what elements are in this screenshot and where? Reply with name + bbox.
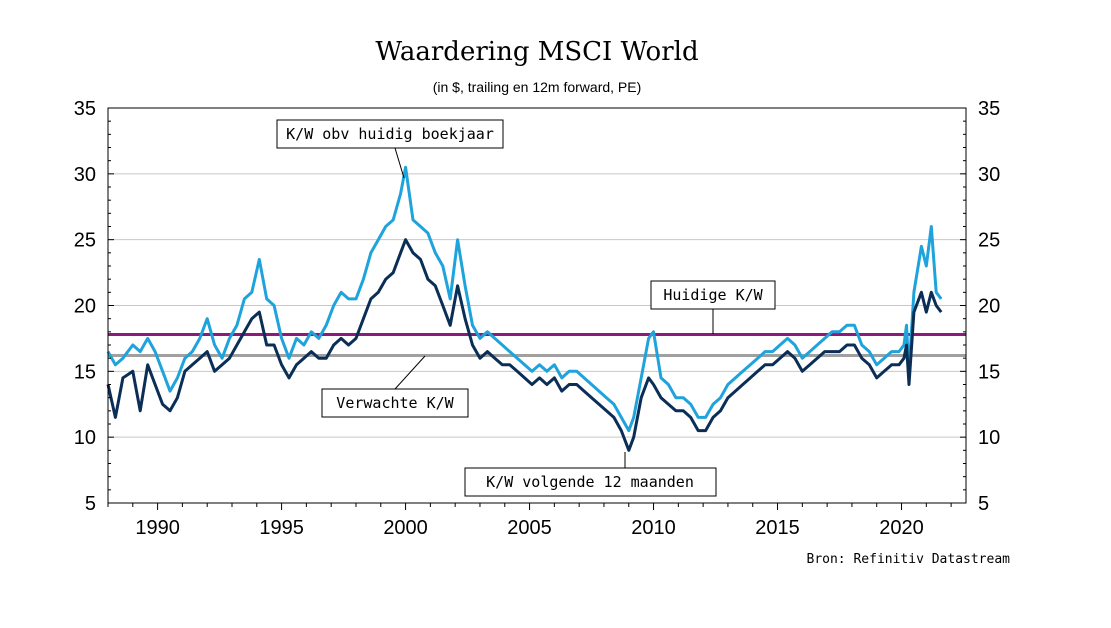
- annotation-volgende-label: K/W volgende 12 maanden: [486, 473, 694, 491]
- y-tick-label-right: 15: [978, 361, 1000, 383]
- annotation-verwachte-label: Verwachte K/W: [336, 394, 454, 412]
- series-line-forward: [106, 238, 943, 452]
- x-tick-label: 2000: [383, 517, 428, 539]
- y-tick-label-right: 30: [978, 164, 1000, 186]
- y-tick-label-left: 35: [74, 98, 96, 120]
- axes: [107, 107, 967, 510]
- x-tick-label: 1990: [135, 517, 180, 539]
- annotation-huidige: Huidige K/W: [650, 280, 776, 334]
- y-tick-label-left: 15: [74, 361, 96, 383]
- plot-frame: [107, 107, 967, 504]
- y-tick-label-left: 25: [74, 230, 96, 252]
- y-tick-label-right: 35: [978, 98, 1000, 120]
- x-tick-label: 1995: [259, 517, 304, 539]
- reference-lines: [108, 332, 966, 358]
- y-tick-label-right: 10: [978, 427, 1000, 449]
- chart-title: Waardering MSCI World: [375, 37, 698, 67]
- annotation-volgende-box: [464, 467, 717, 497]
- annotation-boekjaar-label: K/W obv huidig boekjaar: [286, 125, 494, 143]
- x-tick-label: 2015: [755, 517, 800, 539]
- grid-lines: [108, 173, 966, 438]
- y-tick-label-left: 5: [85, 493, 96, 515]
- annotation-verwachte: Verwachte K/W: [321, 355, 469, 418]
- annotation-boekjaar: K/W obv huidig boekjaar: [276, 119, 504, 179]
- annotation-verwachte-box: [321, 388, 469, 418]
- series-lines: [106, 165, 943, 452]
- annotation-verwachte-leader: [394, 355, 426, 390]
- y-tick-label-right: 20: [978, 296, 1000, 318]
- annotation-volgende: K/W volgende 12 maanden: [464, 452, 717, 497]
- x-tick-label: 2010: [631, 517, 676, 539]
- y-tick-label-left: 20: [74, 296, 96, 318]
- annotation-huidige-label: Huidige K/W: [663, 286, 763, 304]
- annotation-boekjaar-leader: [394, 147, 405, 179]
- y-tick-label-right: 5: [978, 493, 989, 515]
- chart-subtitle: (in $, trailing en 12m forward, PE): [433, 79, 642, 95]
- y-tick-label-left: 30: [74, 164, 96, 186]
- y-tick-label-left: 10: [74, 427, 96, 449]
- series-line-trailing: [106, 165, 943, 433]
- y-tick-label-right: 25: [978, 230, 1000, 252]
- annotation-boekjaar-box: [276, 119, 504, 149]
- x-tick-label: 2005: [507, 517, 552, 539]
- annotation-huidige-box: [650, 280, 776, 310]
- source-note: Bron: Refinitiv Datastream: [807, 552, 1011, 567]
- x-tick-label: 2020: [879, 517, 924, 539]
